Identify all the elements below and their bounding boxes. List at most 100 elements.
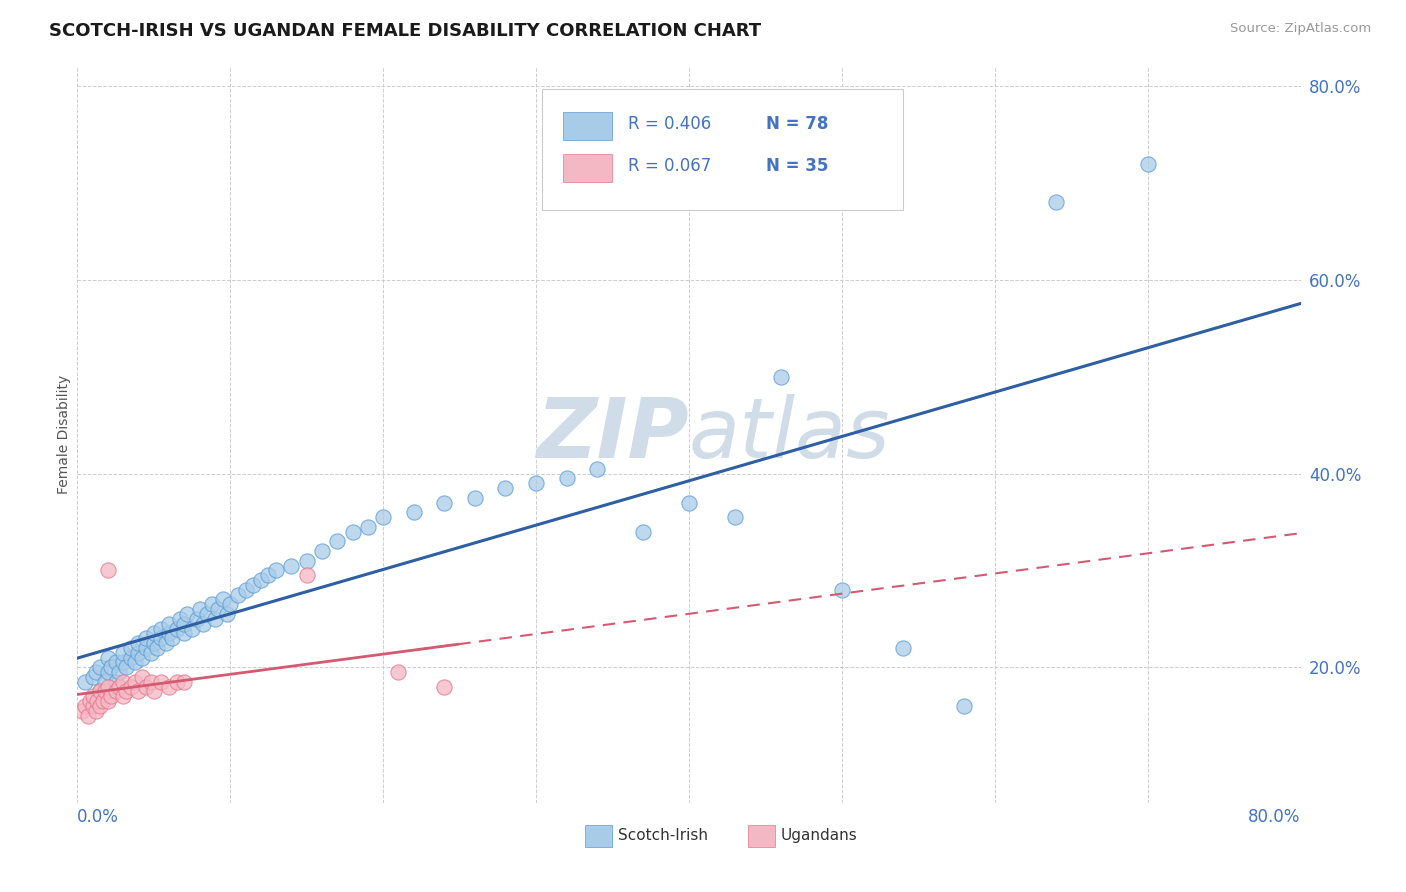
Point: [89, 660, 111, 674]
Point: [157, 616, 180, 631]
Point: [112, 690, 135, 704]
Point: [586, 461, 609, 475]
Point: [107, 665, 129, 679]
Point: [146, 640, 169, 655]
Point: [295, 554, 318, 568]
Point: [166, 622, 188, 636]
Point: [142, 626, 165, 640]
Point: [150, 674, 173, 689]
Point: [131, 650, 153, 665]
Point: [73, 698, 96, 713]
Point: [97, 650, 120, 665]
Point: [1045, 195, 1067, 210]
Point: [89, 684, 111, 698]
Text: atlas: atlas: [689, 394, 890, 475]
Text: 80.0%: 80.0%: [1249, 807, 1301, 826]
Point: [82, 670, 104, 684]
Point: [97, 694, 120, 708]
Point: [100, 660, 122, 674]
Point: [155, 636, 177, 650]
Point: [387, 665, 409, 679]
Point: [89, 698, 111, 713]
Text: R = 0.067: R = 0.067: [628, 157, 711, 175]
Text: N = 35: N = 35: [766, 157, 828, 175]
Point: [524, 476, 547, 491]
Point: [953, 698, 976, 713]
Point: [127, 636, 149, 650]
Point: [166, 674, 188, 689]
Point: [139, 646, 162, 660]
Point: [631, 524, 654, 539]
Point: [207, 602, 229, 616]
Point: [433, 680, 456, 694]
Point: [139, 674, 162, 689]
Point: [94, 674, 117, 689]
Point: [112, 656, 135, 670]
Point: [724, 510, 747, 524]
Point: [94, 684, 117, 698]
Point: [107, 680, 129, 694]
Point: [464, 491, 486, 505]
Point: [678, 495, 700, 509]
Point: [84, 665, 107, 679]
Point: [160, 631, 183, 645]
Point: [124, 674, 146, 689]
Point: [86, 694, 108, 708]
Point: [79, 694, 101, 708]
Point: [120, 680, 142, 694]
Text: N = 78: N = 78: [766, 114, 828, 133]
Text: Scotch-Irish: Scotch-Irish: [619, 829, 709, 844]
Point: [84, 704, 107, 718]
Point: [135, 680, 157, 694]
Point: [91, 694, 114, 708]
Point: [295, 568, 318, 582]
Point: [204, 612, 226, 626]
Point: [115, 660, 138, 674]
Text: Source: ZipAtlas.com: Source: ZipAtlas.com: [1230, 22, 1371, 36]
Point: [120, 650, 142, 665]
Point: [235, 582, 257, 597]
Point: [120, 640, 142, 655]
Point: [188, 602, 211, 616]
Point: [217, 607, 239, 621]
Point: [402, 505, 425, 519]
Point: [176, 607, 198, 621]
Point: [115, 684, 138, 698]
Point: [82, 690, 104, 704]
Text: R = 0.406: R = 0.406: [628, 114, 711, 133]
Point: [135, 640, 157, 655]
Point: [173, 616, 195, 631]
Point: [311, 544, 333, 558]
Point: [250, 573, 273, 587]
Point: [150, 622, 173, 636]
Text: ZIP: ZIP: [536, 394, 689, 475]
Point: [326, 534, 349, 549]
Point: [357, 520, 380, 534]
Point: [195, 607, 218, 621]
Point: [89, 684, 111, 698]
Point: [769, 369, 792, 384]
Point: [242, 578, 264, 592]
Point: [142, 636, 165, 650]
Bar: [748, 825, 775, 847]
Point: [112, 674, 135, 689]
Point: [157, 680, 180, 694]
Y-axis label: Female Disability: Female Disability: [58, 376, 72, 494]
Point: [97, 665, 120, 679]
Point: [124, 656, 146, 670]
Point: [104, 684, 127, 698]
Point: [342, 524, 364, 539]
Point: [211, 592, 233, 607]
Bar: [585, 825, 612, 847]
Text: Ugandans: Ugandans: [780, 829, 858, 844]
Point: [142, 684, 165, 698]
Text: SCOTCH-IRISH VS UGANDAN FEMALE DISABILITY CORRELATION CHART: SCOTCH-IRISH VS UGANDAN FEMALE DISABILIT…: [49, 22, 761, 40]
Point: [891, 640, 914, 655]
FancyBboxPatch shape: [543, 89, 903, 211]
Point: [257, 568, 280, 582]
Point: [831, 582, 853, 597]
Point: [1136, 157, 1159, 171]
Point: [127, 646, 149, 660]
Point: [131, 670, 153, 684]
Point: [280, 558, 302, 573]
